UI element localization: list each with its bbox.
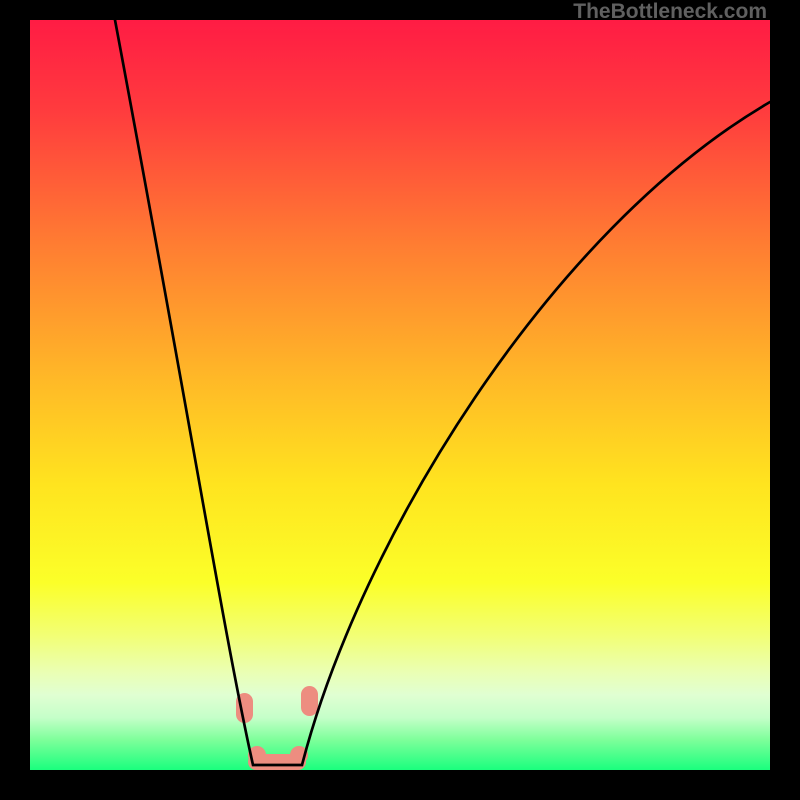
- plot-area: [30, 20, 770, 770]
- watermark-text: TheBottleneck.com: [573, 0, 767, 24]
- bottleneck-curve: [30, 20, 770, 770]
